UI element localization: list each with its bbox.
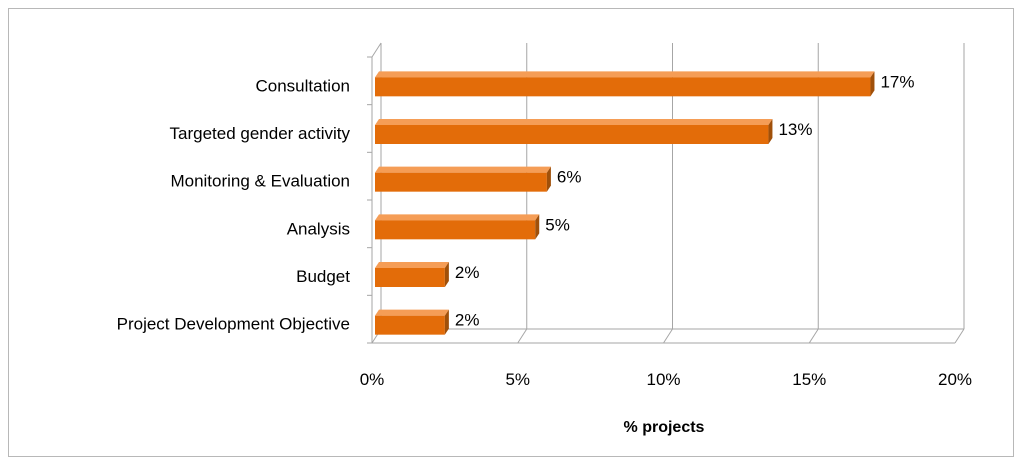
bar-front-face — [375, 268, 445, 287]
category-label-0: Consultation — [255, 76, 350, 95]
x-tick-label-1: 5% — [505, 370, 530, 389]
bar-0 — [375, 71, 875, 97]
bar-side-face — [444, 262, 449, 287]
data-label-4: 2% — [455, 263, 480, 282]
bar-side-face — [546, 166, 551, 192]
bar-front-face — [375, 125, 769, 144]
data-label-5: 2% — [455, 311, 480, 330]
bar-side-face — [444, 309, 449, 335]
category-label-4: Budget — [296, 267, 350, 286]
x-tick-label-2: 10% — [646, 370, 680, 389]
floor-line-1 — [517, 328, 528, 344]
data-label-3: 5% — [545, 215, 570, 234]
bar-front-face — [375, 77, 871, 97]
x-tick-label-3: 15% — [792, 370, 826, 389]
bar-4 — [375, 262, 449, 287]
category-label-5: Project Development Objective — [117, 315, 350, 334]
bar-side-face — [870, 71, 875, 97]
bar-top-face — [375, 309, 449, 316]
category-label-3: Analysis — [287, 219, 350, 238]
data-label-2: 6% — [557, 168, 582, 187]
bar-top-face — [375, 214, 540, 221]
bar-2 — [375, 166, 551, 192]
category-label-1: Targeted gender activity — [170, 124, 351, 143]
bar-1 — [375, 119, 773, 144]
data-label-0: 17% — [880, 72, 914, 91]
x-tick-label-0: 0% — [360, 370, 385, 389]
floor-line-4 — [954, 328, 965, 344]
bar-top-face — [375, 119, 773, 125]
bar-5 — [375, 309, 449, 335]
floor-line-3 — [808, 328, 819, 344]
y-axis-top-edge — [371, 42, 382, 58]
bar-front-face — [375, 315, 445, 335]
axes — [367, 42, 964, 344]
labels: 0% 5% 10% 15% 20% Consultation 17% Targeted gen… — [117, 72, 972, 389]
category-label-2: Monitoring & Evaluation — [170, 172, 350, 191]
bar-side-face — [535, 214, 540, 240]
bar-3 — [375, 214, 540, 240]
floor-line-2 — [663, 328, 673, 344]
bar-front-face — [375, 220, 536, 240]
bar-front-face — [375, 172, 547, 192]
bar-top-face — [375, 71, 875, 78]
bars — [375, 71, 875, 335]
bar-side-face — [768, 119, 773, 144]
data-label-1: 13% — [778, 120, 812, 139]
bar-top-face — [375, 166, 551, 173]
x-tick-label-4: 20% — [938, 370, 972, 389]
bar-top-face — [375, 262, 449, 268]
x-axis-title: % projects — [624, 419, 705, 436]
